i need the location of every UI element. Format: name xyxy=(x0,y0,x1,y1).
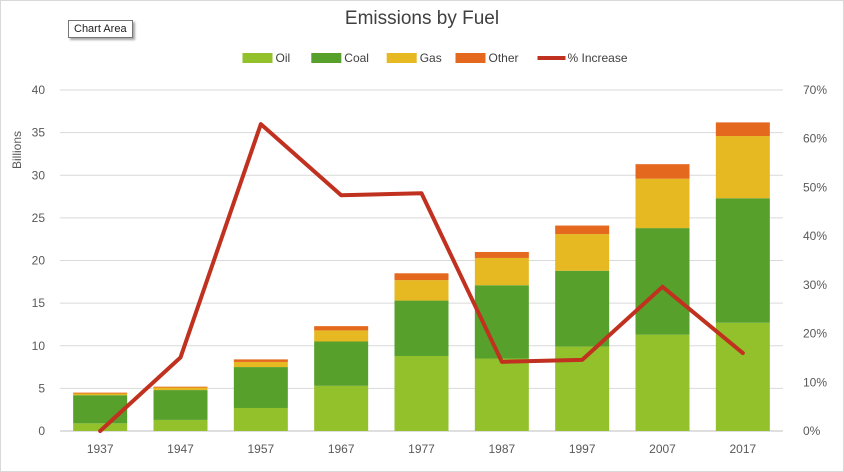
x-tick-label: 1997 xyxy=(569,442,596,456)
y2-tick-label: 60% xyxy=(803,132,827,146)
bar-other xyxy=(153,386,208,388)
y2-tick-label: 70% xyxy=(803,83,827,97)
legend-swatch-other xyxy=(455,53,486,63)
legend[interactable]: Oil Coal Gas Other % Increase xyxy=(242,51,628,65)
bar-other xyxy=(314,326,369,331)
bar-oil xyxy=(73,423,128,431)
x-tick-label: 1947 xyxy=(167,442,194,456)
y-tick-label: 35 xyxy=(32,126,46,140)
chart-area-tooltip: Chart Area xyxy=(68,20,133,38)
y2-tick-label: 50% xyxy=(803,180,827,194)
bar-gas xyxy=(233,361,288,368)
bar-coal xyxy=(555,270,610,347)
bar-other xyxy=(233,359,288,362)
bar-oil xyxy=(153,419,208,431)
y-tick-label: 25 xyxy=(32,211,46,225)
bar-gas xyxy=(555,234,610,271)
legend-swatch-oil xyxy=(242,53,273,63)
legend-swatch-gas xyxy=(386,53,417,63)
bar-oil xyxy=(314,385,369,431)
axes-group: 0 5 10 15 20 25 30 35 40 0% 10% 20% 30% 40% 50% 60% 70% B… xyxy=(10,83,827,456)
bar-oil xyxy=(233,407,288,431)
y2-tick-label: 10% xyxy=(803,375,827,389)
y2-tick-label: 30% xyxy=(803,278,827,292)
x-tick-label: 1977 xyxy=(408,442,435,456)
y-tick-label: 30 xyxy=(32,168,46,182)
bar-other xyxy=(715,122,770,137)
bar-coal xyxy=(153,390,208,420)
y2-tick-label: 40% xyxy=(803,229,827,243)
bar-oil xyxy=(474,358,529,431)
bar-other xyxy=(73,392,128,394)
bar-oil xyxy=(394,355,449,431)
chart-title: Emissions by Fuel xyxy=(344,8,500,29)
y-tick-label: 5 xyxy=(38,381,45,395)
x-tick-label: 1937 xyxy=(87,442,114,456)
bar-coal xyxy=(73,395,128,424)
x-tick-label: 2007 xyxy=(649,442,676,456)
bar-other xyxy=(394,273,449,281)
bar-other xyxy=(555,225,610,235)
bar-gas xyxy=(153,387,208,391)
line-series-group xyxy=(98,122,745,433)
bar-coal xyxy=(314,341,369,386)
legend-swatch-coal xyxy=(311,53,342,63)
bar-gas xyxy=(474,257,529,286)
bar-series-group xyxy=(73,122,770,431)
x-tick-label: 2017 xyxy=(729,442,756,456)
x-tick-label: 1987 xyxy=(488,442,515,456)
bar-gas xyxy=(73,393,128,396)
bar-coal xyxy=(635,228,690,335)
bar-gas xyxy=(635,178,690,229)
y-tick-label: 0 xyxy=(38,424,45,438)
y-axis-title: Billions xyxy=(10,131,24,169)
legend-label: Gas xyxy=(420,51,442,65)
bar-coal xyxy=(233,367,288,408)
bar-gas xyxy=(314,330,369,342)
bar-other xyxy=(474,251,529,258)
bar-coal xyxy=(394,300,449,356)
y2-tick-label: 0% xyxy=(803,424,821,438)
bar-gas xyxy=(394,280,449,301)
legend-label: Coal xyxy=(344,51,369,65)
y-tick-label: 15 xyxy=(32,296,46,310)
x-tick-label: 1957 xyxy=(247,442,274,456)
bar-oil xyxy=(635,334,690,431)
line-percent-increase xyxy=(98,122,745,433)
y2-tick-label: 20% xyxy=(803,327,827,341)
legend-label: Oil xyxy=(276,51,291,65)
legend-label: Other xyxy=(489,51,519,65)
y-tick-label: 20 xyxy=(32,254,46,268)
legend-label: % Increase xyxy=(568,51,628,65)
bar-other xyxy=(635,164,690,179)
y-tick-label: 40 xyxy=(32,83,46,97)
bar-gas xyxy=(715,136,770,199)
x-tick-label: 1967 xyxy=(328,442,355,456)
bar-coal xyxy=(715,198,770,323)
y-tick-label: 10 xyxy=(32,339,46,353)
